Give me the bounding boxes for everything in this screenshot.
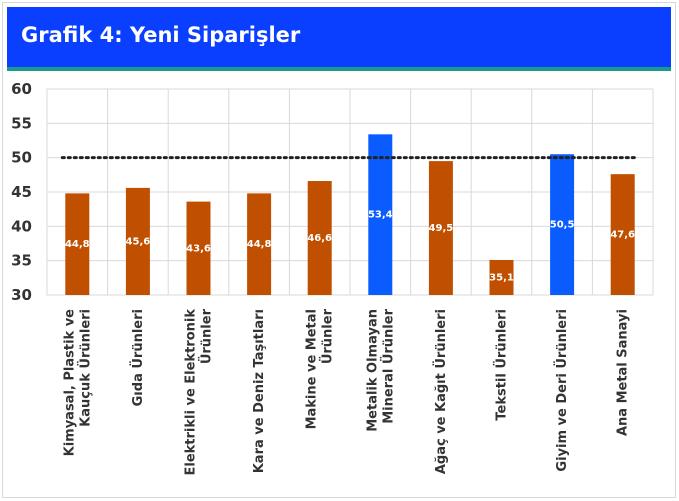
x-tick-label: Ürünler <box>199 308 215 364</box>
bar[interactable] <box>186 201 211 295</box>
data-label: 44,8 <box>247 239 272 250</box>
x-tick-label: Giyim ve Deri Ürünleri <box>554 309 570 472</box>
x-tick-label: Kara ve Deniz Taşıtları <box>252 309 267 473</box>
y-tick-label: 55 <box>11 114 32 132</box>
x-tick-label: Makine ve Metal <box>305 309 320 429</box>
bar[interactable] <box>489 259 514 295</box>
x-tick-label: Ana Metal Sanayi <box>616 309 631 436</box>
bar[interactable] <box>125 187 150 295</box>
x-tick-label: Gıda Ürünleri <box>130 309 146 406</box>
title-rule <box>7 67 671 71</box>
data-label: 49,5 <box>429 223 454 234</box>
data-label: 35,1 <box>489 272 514 283</box>
bar[interactable] <box>550 154 575 295</box>
y-tick-label: 50 <box>11 149 32 167</box>
x-tick-label: Ürünler <box>320 308 336 364</box>
y-tick-label: 35 <box>11 252 32 270</box>
chart-title: Grafik 4: Yeni Siparişler <box>21 23 301 47</box>
bar[interactable] <box>247 193 272 295</box>
x-tick-label: Tekstil Ürünleri <box>494 309 510 421</box>
y-tick-label: 30 <box>11 286 32 304</box>
data-label: 45,6 <box>126 236 151 247</box>
y-tick-label: 40 <box>11 217 32 235</box>
data-label: 43,6 <box>186 243 211 254</box>
x-tick-label: Metalik Olmayan <box>365 309 380 432</box>
data-label: 50,5 <box>550 220 575 231</box>
bar[interactable] <box>65 193 90 295</box>
y-tick-label: 60 <box>11 80 32 98</box>
data-label: 46,6 <box>307 233 332 244</box>
x-tick-label: Mineral Ürünler <box>380 308 396 423</box>
data-label: 53,4 <box>368 210 393 221</box>
x-tick-label: Kauçuk Ürünleri <box>77 309 93 427</box>
x-tick-label: Ağaç ve Kağıt Ürünleri <box>433 309 449 474</box>
bar[interactable] <box>307 181 332 295</box>
bar[interactable] <box>610 174 635 295</box>
data-label: 44,8 <box>65 239 90 250</box>
bar[interactable] <box>428 161 453 295</box>
data-label: 47,6 <box>610 230 635 241</box>
x-tick-label: Kimyasal, Plastik ve <box>62 309 77 457</box>
title-bar: Grafik 4: Yeni Siparişler <box>7 7 671 67</box>
bar[interactable] <box>368 134 393 295</box>
x-tick-label: Elektrikli ve Elektronik <box>184 309 199 476</box>
y-tick-label: 45 <box>11 183 32 201</box>
